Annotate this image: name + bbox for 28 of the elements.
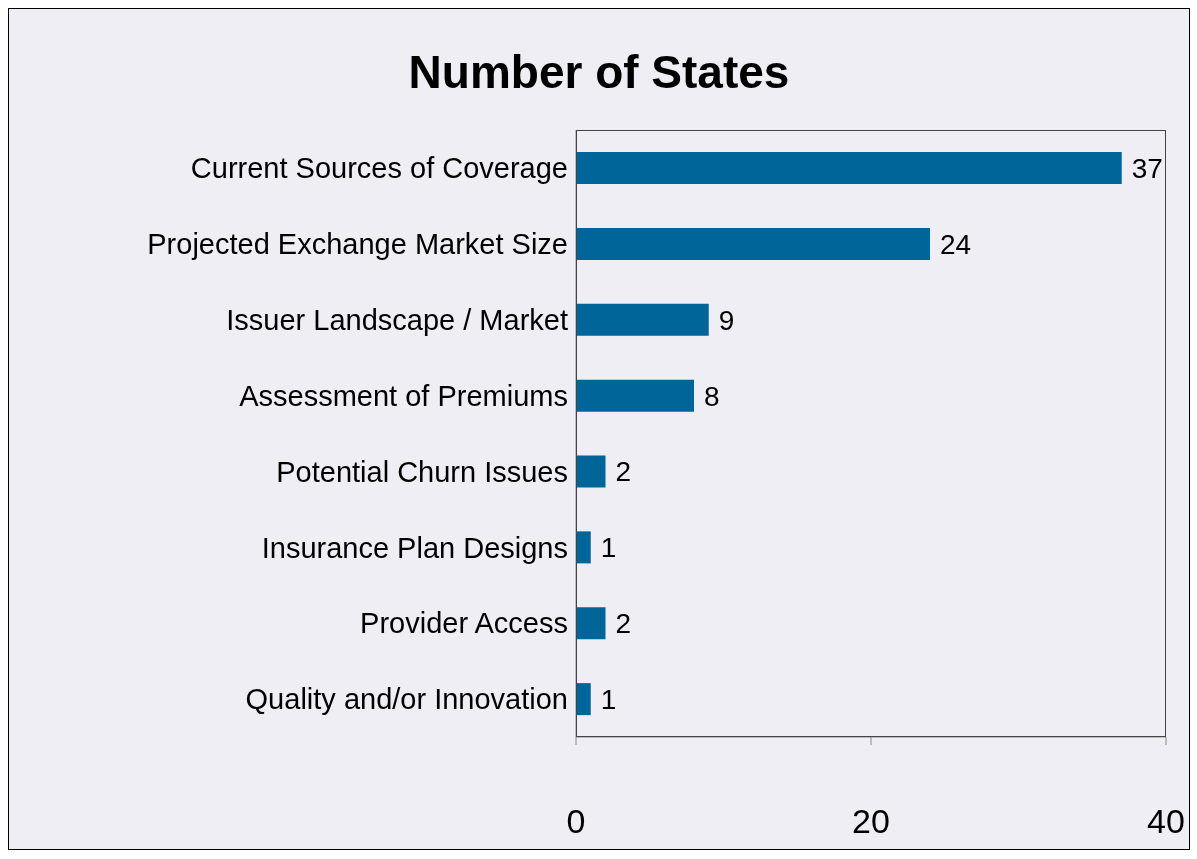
bar bbox=[576, 303, 709, 336]
x-tick-label: 40 bbox=[1147, 802, 1185, 841]
data-label: 1 bbox=[600, 684, 617, 716]
data-label: 37 bbox=[1131, 152, 1163, 184]
data-label: 2 bbox=[615, 456, 632, 488]
y-tick-label: Insurance Plan Designs bbox=[261, 531, 568, 564]
data-label: 2 bbox=[615, 608, 632, 640]
y-tick-label: Issuer Landscape / Market bbox=[226, 303, 568, 336]
data-label: 1 bbox=[600, 532, 617, 564]
y-tick-label: Assessment of Premiums bbox=[239, 379, 568, 412]
bar bbox=[576, 607, 606, 640]
y-tick-label: Current Sources of Coverage bbox=[190, 152, 568, 185]
data-label: 8 bbox=[704, 380, 720, 412]
bar bbox=[576, 531, 591, 564]
bar bbox=[576, 379, 694, 412]
x-tick-label: 0 bbox=[566, 802, 586, 841]
chart-title: Number of States bbox=[407, 45, 791, 99]
y-tick-label: Quality and/or Innovation bbox=[245, 683, 568, 716]
data-label: 24 bbox=[940, 228, 972, 260]
x-tick-label: 20 bbox=[852, 802, 890, 841]
y-tick-label: Projected Exchange Market Size bbox=[147, 228, 568, 261]
data-label: 9 bbox=[718, 304, 735, 336]
bar bbox=[576, 683, 591, 716]
y-tick-label: Provider Access bbox=[360, 607, 568, 640]
bar bbox=[576, 227, 930, 260]
y-tick-label: Potential Churn Issues bbox=[276, 455, 568, 488]
bar bbox=[576, 455, 606, 488]
bar bbox=[576, 152, 1122, 184]
